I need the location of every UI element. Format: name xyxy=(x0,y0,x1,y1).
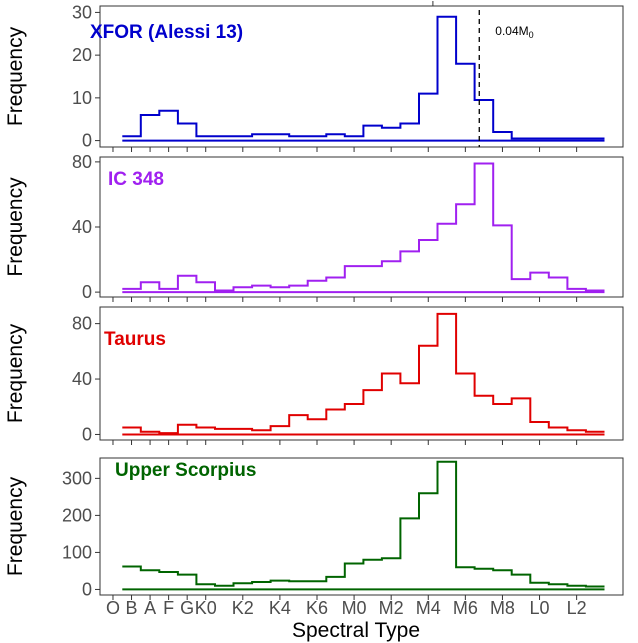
panel-title: Upper Scorpius xyxy=(115,460,256,481)
y-tick-label: 300 xyxy=(62,468,92,488)
x-tick-label: L0 xyxy=(530,598,550,618)
y-tick-label: 100 xyxy=(62,542,92,562)
histogram-line-1 xyxy=(122,162,605,292)
x-tick-label: O xyxy=(106,598,120,618)
x-tick-label: M6 xyxy=(453,598,478,618)
panel-3: 0 40 80 Frequency Taurus xyxy=(4,306,624,445)
y-tick-label: 0 xyxy=(82,131,92,151)
y-tick-label: 0 xyxy=(82,282,92,302)
y-tick-label: 80 xyxy=(72,314,92,334)
histogram-line-1 xyxy=(122,312,605,435)
y-tick-label: 20 xyxy=(72,45,92,65)
x-tick-label: F xyxy=(163,598,174,618)
x-tick-label: K0 xyxy=(195,598,217,618)
panel-frame xyxy=(99,457,624,596)
y-tick-label: 80 xyxy=(72,152,92,172)
x-tick-label: M0 xyxy=(342,598,367,618)
x-tick-label: A xyxy=(144,598,156,618)
x-tick-label: K4 xyxy=(269,598,291,618)
x-tick-label: M2 xyxy=(379,598,404,618)
y-tick-label: 40 xyxy=(72,217,92,237)
panel-title: IC 348 xyxy=(108,169,164,190)
panel-4: 0 100 200 300 Frequency Upper Scorpius xyxy=(4,457,624,600)
x-tick-label: M4 xyxy=(416,598,441,618)
histogram-line-1 xyxy=(122,15,605,140)
x-tick-label: K2 xyxy=(232,598,254,618)
histogram-line-1 xyxy=(122,460,605,588)
y-tick-label: 40 xyxy=(72,369,92,389)
x-tick-label: K6 xyxy=(306,598,328,618)
x-tick-label: M8 xyxy=(490,598,515,618)
y-axis-title: Frequency xyxy=(4,476,27,576)
x-tick-label: B xyxy=(126,598,138,618)
y-axis-title: Frequency xyxy=(4,177,27,277)
reference-line-label: 0.04M0 xyxy=(495,24,533,40)
y-tick-label: 200 xyxy=(62,505,92,525)
y-tick-label: 0 xyxy=(82,424,92,444)
panel-frame xyxy=(99,306,624,441)
x-tick-label: L2 xyxy=(567,598,587,618)
x-tick-label: G xyxy=(180,598,194,618)
panel-frame xyxy=(99,156,624,298)
y-axis-title: Frequency xyxy=(4,26,27,126)
y-axis-title: Frequency xyxy=(4,323,27,423)
y-tick-label: 0 xyxy=(82,579,92,599)
chart-panels: 0 10 20 30 Frequency 0.04M0 XFOR (Alessi 13) 0 4… xyxy=(4,1,624,618)
y-tick-label: 10 xyxy=(72,88,92,108)
panel-1: 0 10 20 30 Frequency 0.04M0 XFOR (Alessi 13) xyxy=(4,1,624,152)
panel-2: 0 40 80 Frequency IC 348 xyxy=(4,152,624,302)
x-axis-title: Spectral Type xyxy=(292,619,420,642)
panel-title: Taurus xyxy=(104,329,166,350)
panel-title: XFOR (Alessi 13) xyxy=(90,22,243,43)
y-tick-label: 30 xyxy=(72,2,92,22)
